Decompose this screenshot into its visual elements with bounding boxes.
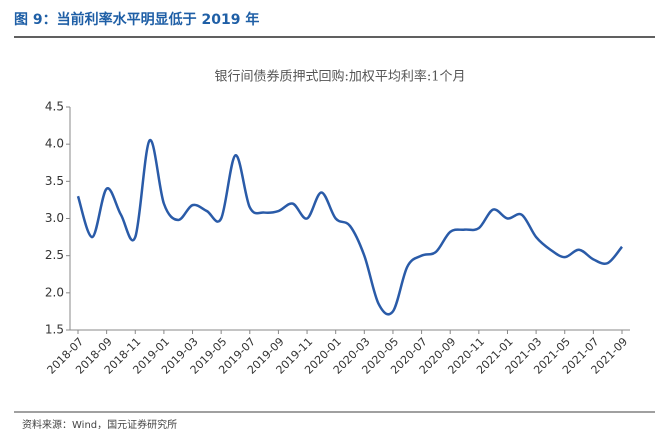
source-note: 资料来源：Wind，国元证券研究所 xyxy=(22,418,177,431)
y-tick-label: 2.5 xyxy=(45,248,64,262)
y-tick-label: 4.0 xyxy=(45,137,64,151)
y-tick-label: 3.0 xyxy=(45,211,64,225)
y-tick-label: 1.5 xyxy=(45,323,64,337)
y-tick-label: 4.5 xyxy=(45,100,64,114)
y-tick-label: 2.0 xyxy=(45,285,64,299)
figure-title: 图 9：当前利率水平明显低于 2019 年 xyxy=(14,11,259,28)
y-tick-label: 3.5 xyxy=(45,174,64,188)
chart-title: 银行间债券质押式回购:加权平均利率:1个月 xyxy=(214,69,465,85)
line-series xyxy=(76,139,623,316)
